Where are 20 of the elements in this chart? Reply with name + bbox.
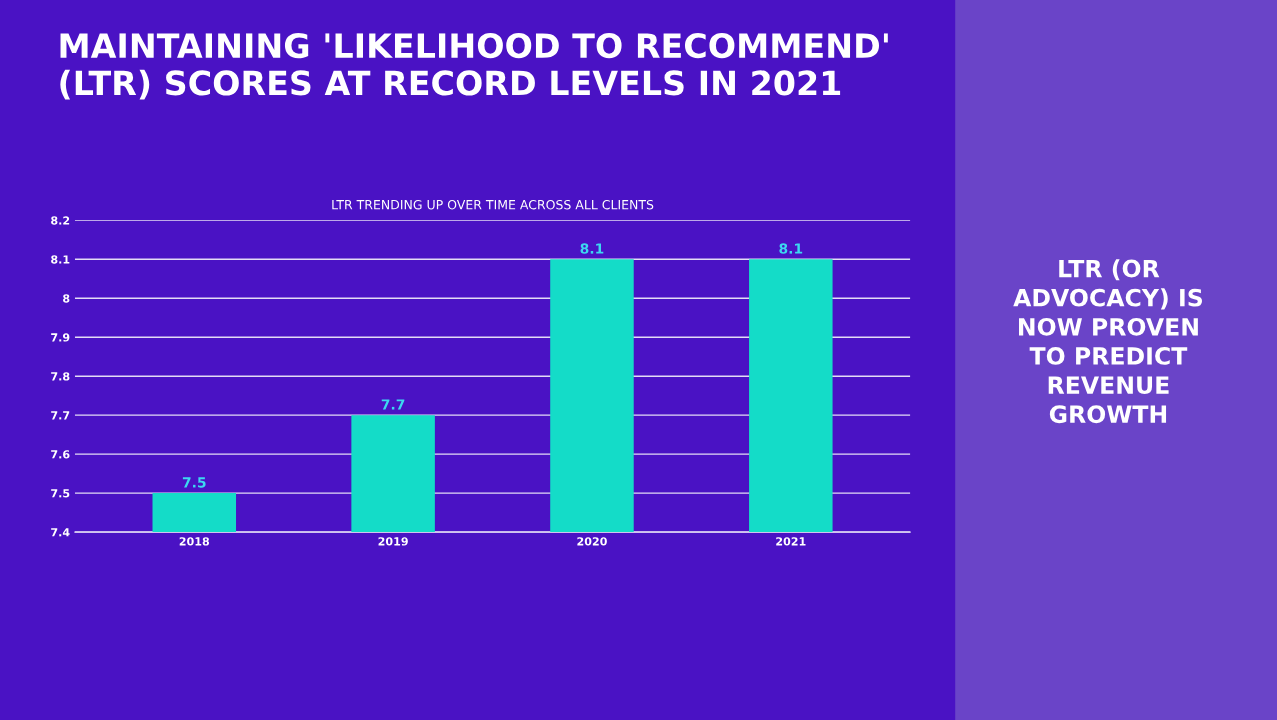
data-label: 8.1 — [779, 243, 803, 254]
y-tick-label: 8 — [63, 294, 70, 303]
chart-title: MAINTAINING 'LIKELIHOOD TO RECOMMEND' (LTR) SCORES AT RECORD LEVELS IN 2021 — [60, 32, 888, 100]
text: LTR (OR ADVOCACY) IS NOW PROVEN TO PREDICT REVENUE GROWTH — [1013, 259, 1203, 424]
x-tick-label: 2021 — [776, 537, 806, 546]
y-tick-label: 7.8 — [51, 372, 70, 381]
x-tick-label: 2020 — [577, 537, 607, 546]
data-label: 7.7 — [381, 399, 405, 410]
y-tick-label: 8.1 — [51, 255, 70, 264]
y-tick-label: 7.9 — [51, 333, 70, 342]
y-tick-label: 8.2 — [51, 216, 70, 225]
x-tick-label: 2019 — [378, 537, 408, 546]
chart-subtitle: LTR TRENDING UP OVER TIME ACROSS ALL CLIENTS — [332, 199, 654, 210]
y-tick-label: 7.5 — [51, 489, 70, 498]
y-tick-label: 7.6 — [51, 450, 70, 459]
x-tick-label: 2018 — [179, 537, 210, 546]
data-label: 8.1 — [580, 243, 604, 254]
y-tick-label: 7.7 — [51, 411, 70, 420]
data-label: 7.5 — [182, 477, 206, 488]
y-tick-label: 7.4 — [51, 528, 70, 537]
